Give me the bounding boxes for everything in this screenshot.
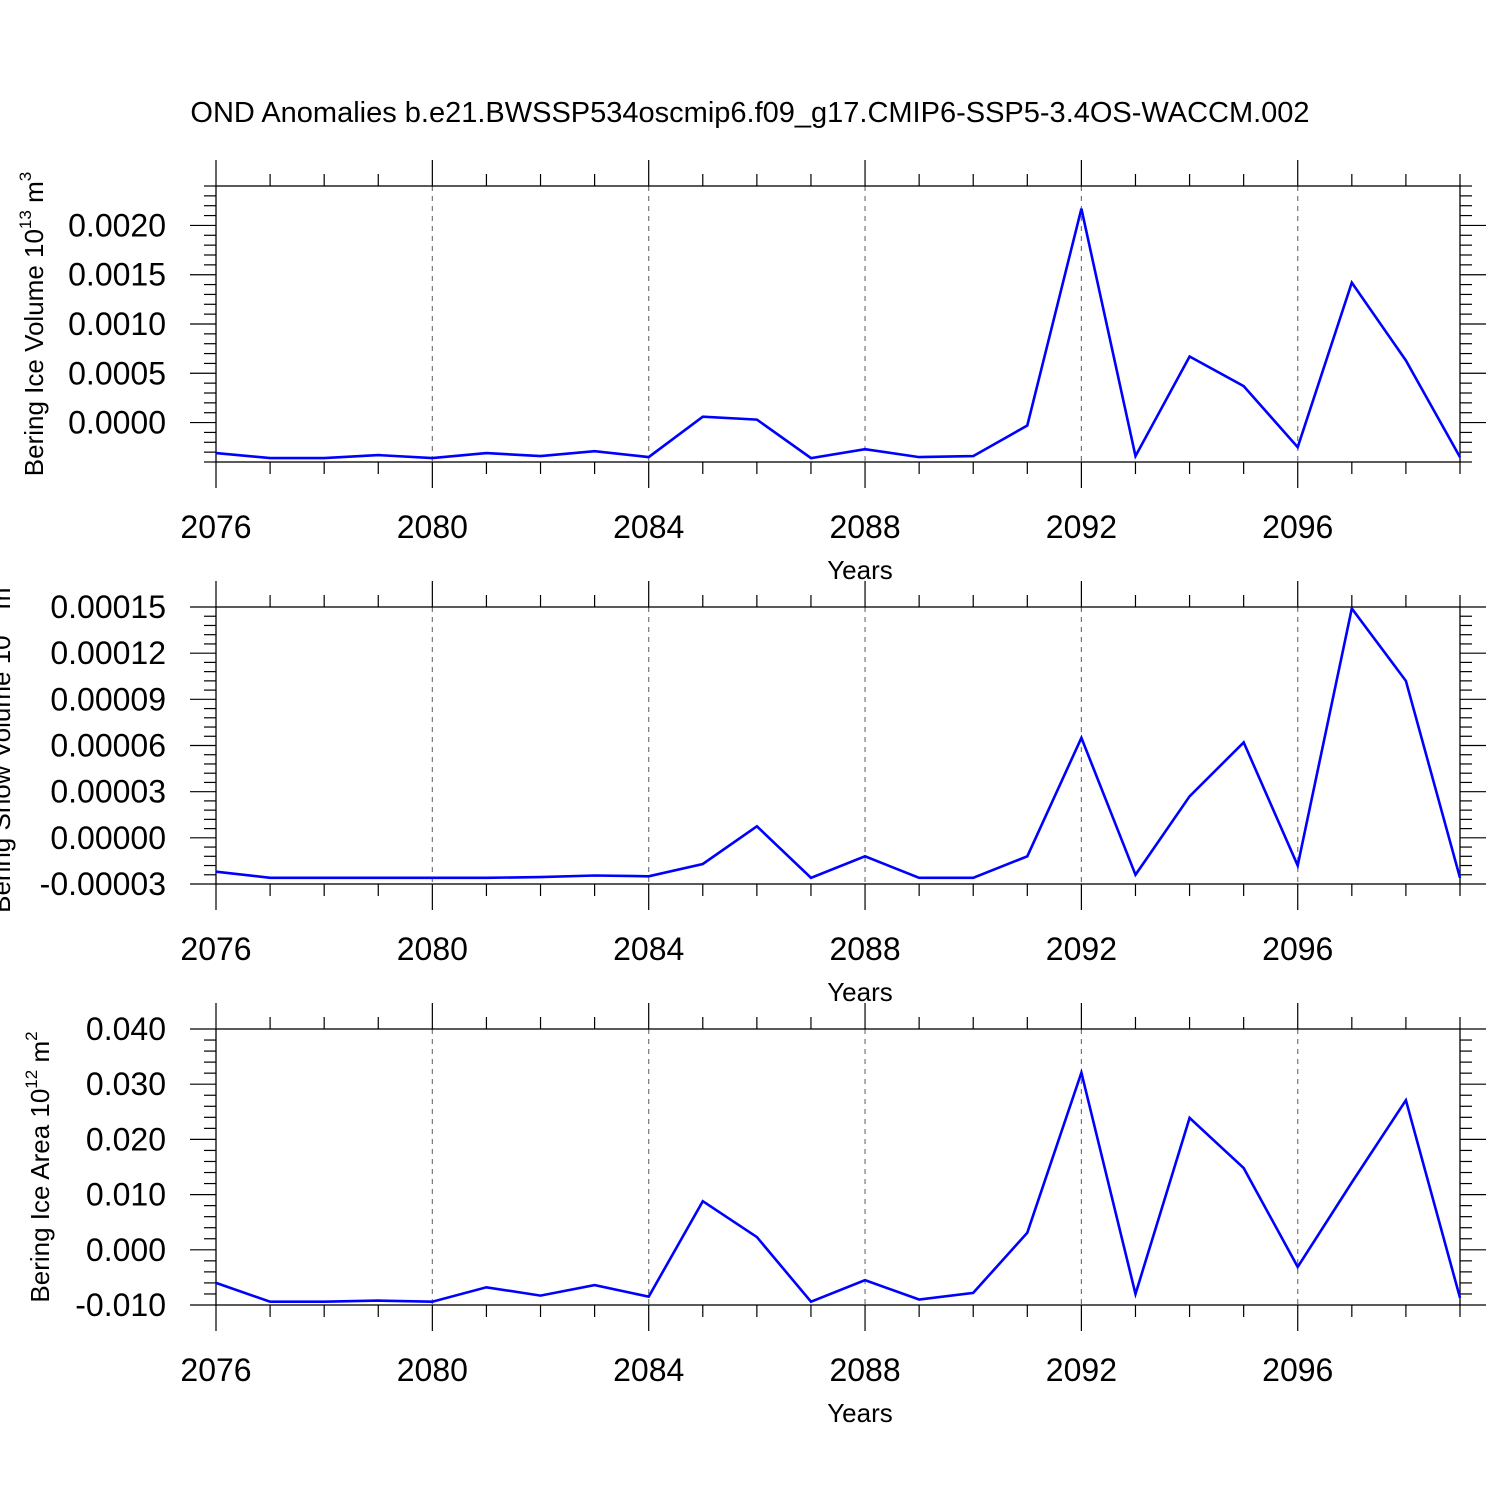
y-tick-label: 0.00012 <box>50 635 166 671</box>
x-tick-label: 2080 <box>397 1352 468 1388</box>
x-tick-label: 2092 <box>1046 931 1117 967</box>
x-tick-label: 2076 <box>180 509 251 545</box>
panels: 2076 2080 2084 2088 2092 2096 Years 0.0000 0.000… <box>0 160 1486 1428</box>
series-line <box>215 208 1462 460</box>
y-tick-label: 0.0020 <box>68 207 166 243</box>
x-tick-label: 2088 <box>829 931 900 967</box>
y-tick-label: 0.0010 <box>68 306 166 342</box>
y-axis-label: Bering Ice Volume 1013 m3 <box>16 172 49 476</box>
x-tick-label: 2096 <box>1262 509 1333 545</box>
panel-3: 2076 2080 2084 2088 2092 2096 Years -0.010 0.000… <box>22 1003 1486 1428</box>
x-tick-label: 2076 <box>180 1352 251 1388</box>
chart-title: OND Anomalies b.e21.BWSSP534oscmip6.f09_… <box>190 97 1309 129</box>
plot-frame <box>215 1028 1461 1306</box>
x-tick-label: 2084 <box>613 509 684 545</box>
y-tick-label: 0.030 <box>86 1066 166 1102</box>
x-axis-label: Years <box>827 555 893 585</box>
y-tick-label: -0.010 <box>75 1287 166 1323</box>
x-tick-label: 2088 <box>829 509 900 545</box>
series-line <box>215 1067 1462 1304</box>
x-tick-label: 2084 <box>613 931 684 967</box>
x-axis-label: Years <box>827 1398 893 1428</box>
y-tick-label: 0.00000 <box>50 820 166 856</box>
y-axis-label: Bering Ice Area 1012 m2 <box>22 1031 55 1302</box>
x-axis-label: Years <box>827 977 893 1007</box>
y-tick-label: 0.00003 <box>50 774 166 810</box>
y-tick-label: 0.00006 <box>50 728 166 764</box>
x-tick-label: 2080 <box>397 931 468 967</box>
y-tick-label: 0.000 <box>86 1232 166 1268</box>
x-tick-label: 2096 <box>1262 1352 1333 1388</box>
x-tick-label: 2092 <box>1046 509 1117 545</box>
y-axis-label: Bering Snow Volume 1013 m3 <box>0 578 16 913</box>
y-tick-label: 0.00015 <box>50 589 166 625</box>
y-tick-label: 0.0015 <box>68 257 166 293</box>
panel-1: 2076 2080 2084 2088 2092 2096 Years 0.0000 0.000… <box>16 160 1486 585</box>
y-tick-label: 0.010 <box>86 1177 166 1213</box>
x-tick-label: 2076 <box>180 931 251 967</box>
series-line <box>215 605 1462 880</box>
plot-frame <box>215 606 1461 885</box>
y-tick-label: 0.0000 <box>68 405 166 441</box>
y-tick-label: 0.0005 <box>68 355 166 391</box>
y-tick-label: 0.00009 <box>50 681 166 717</box>
x-tick-label: 2096 <box>1262 931 1333 967</box>
y-tick-label: -0.00003 <box>40 866 166 902</box>
x-tick-label: 2080 <box>397 509 468 545</box>
y-tick-label: 0.040 <box>86 1011 166 1047</box>
x-tick-label: 2092 <box>1046 1352 1117 1388</box>
y-tick-label: 0.020 <box>86 1121 166 1157</box>
x-tick-label: 2084 <box>613 1352 684 1388</box>
x-tick-label: 2088 <box>829 1352 900 1388</box>
panel-2: 2076 2080 2084 2088 2092 2096 Years -0.00003 0.0… <box>0 578 1486 1007</box>
